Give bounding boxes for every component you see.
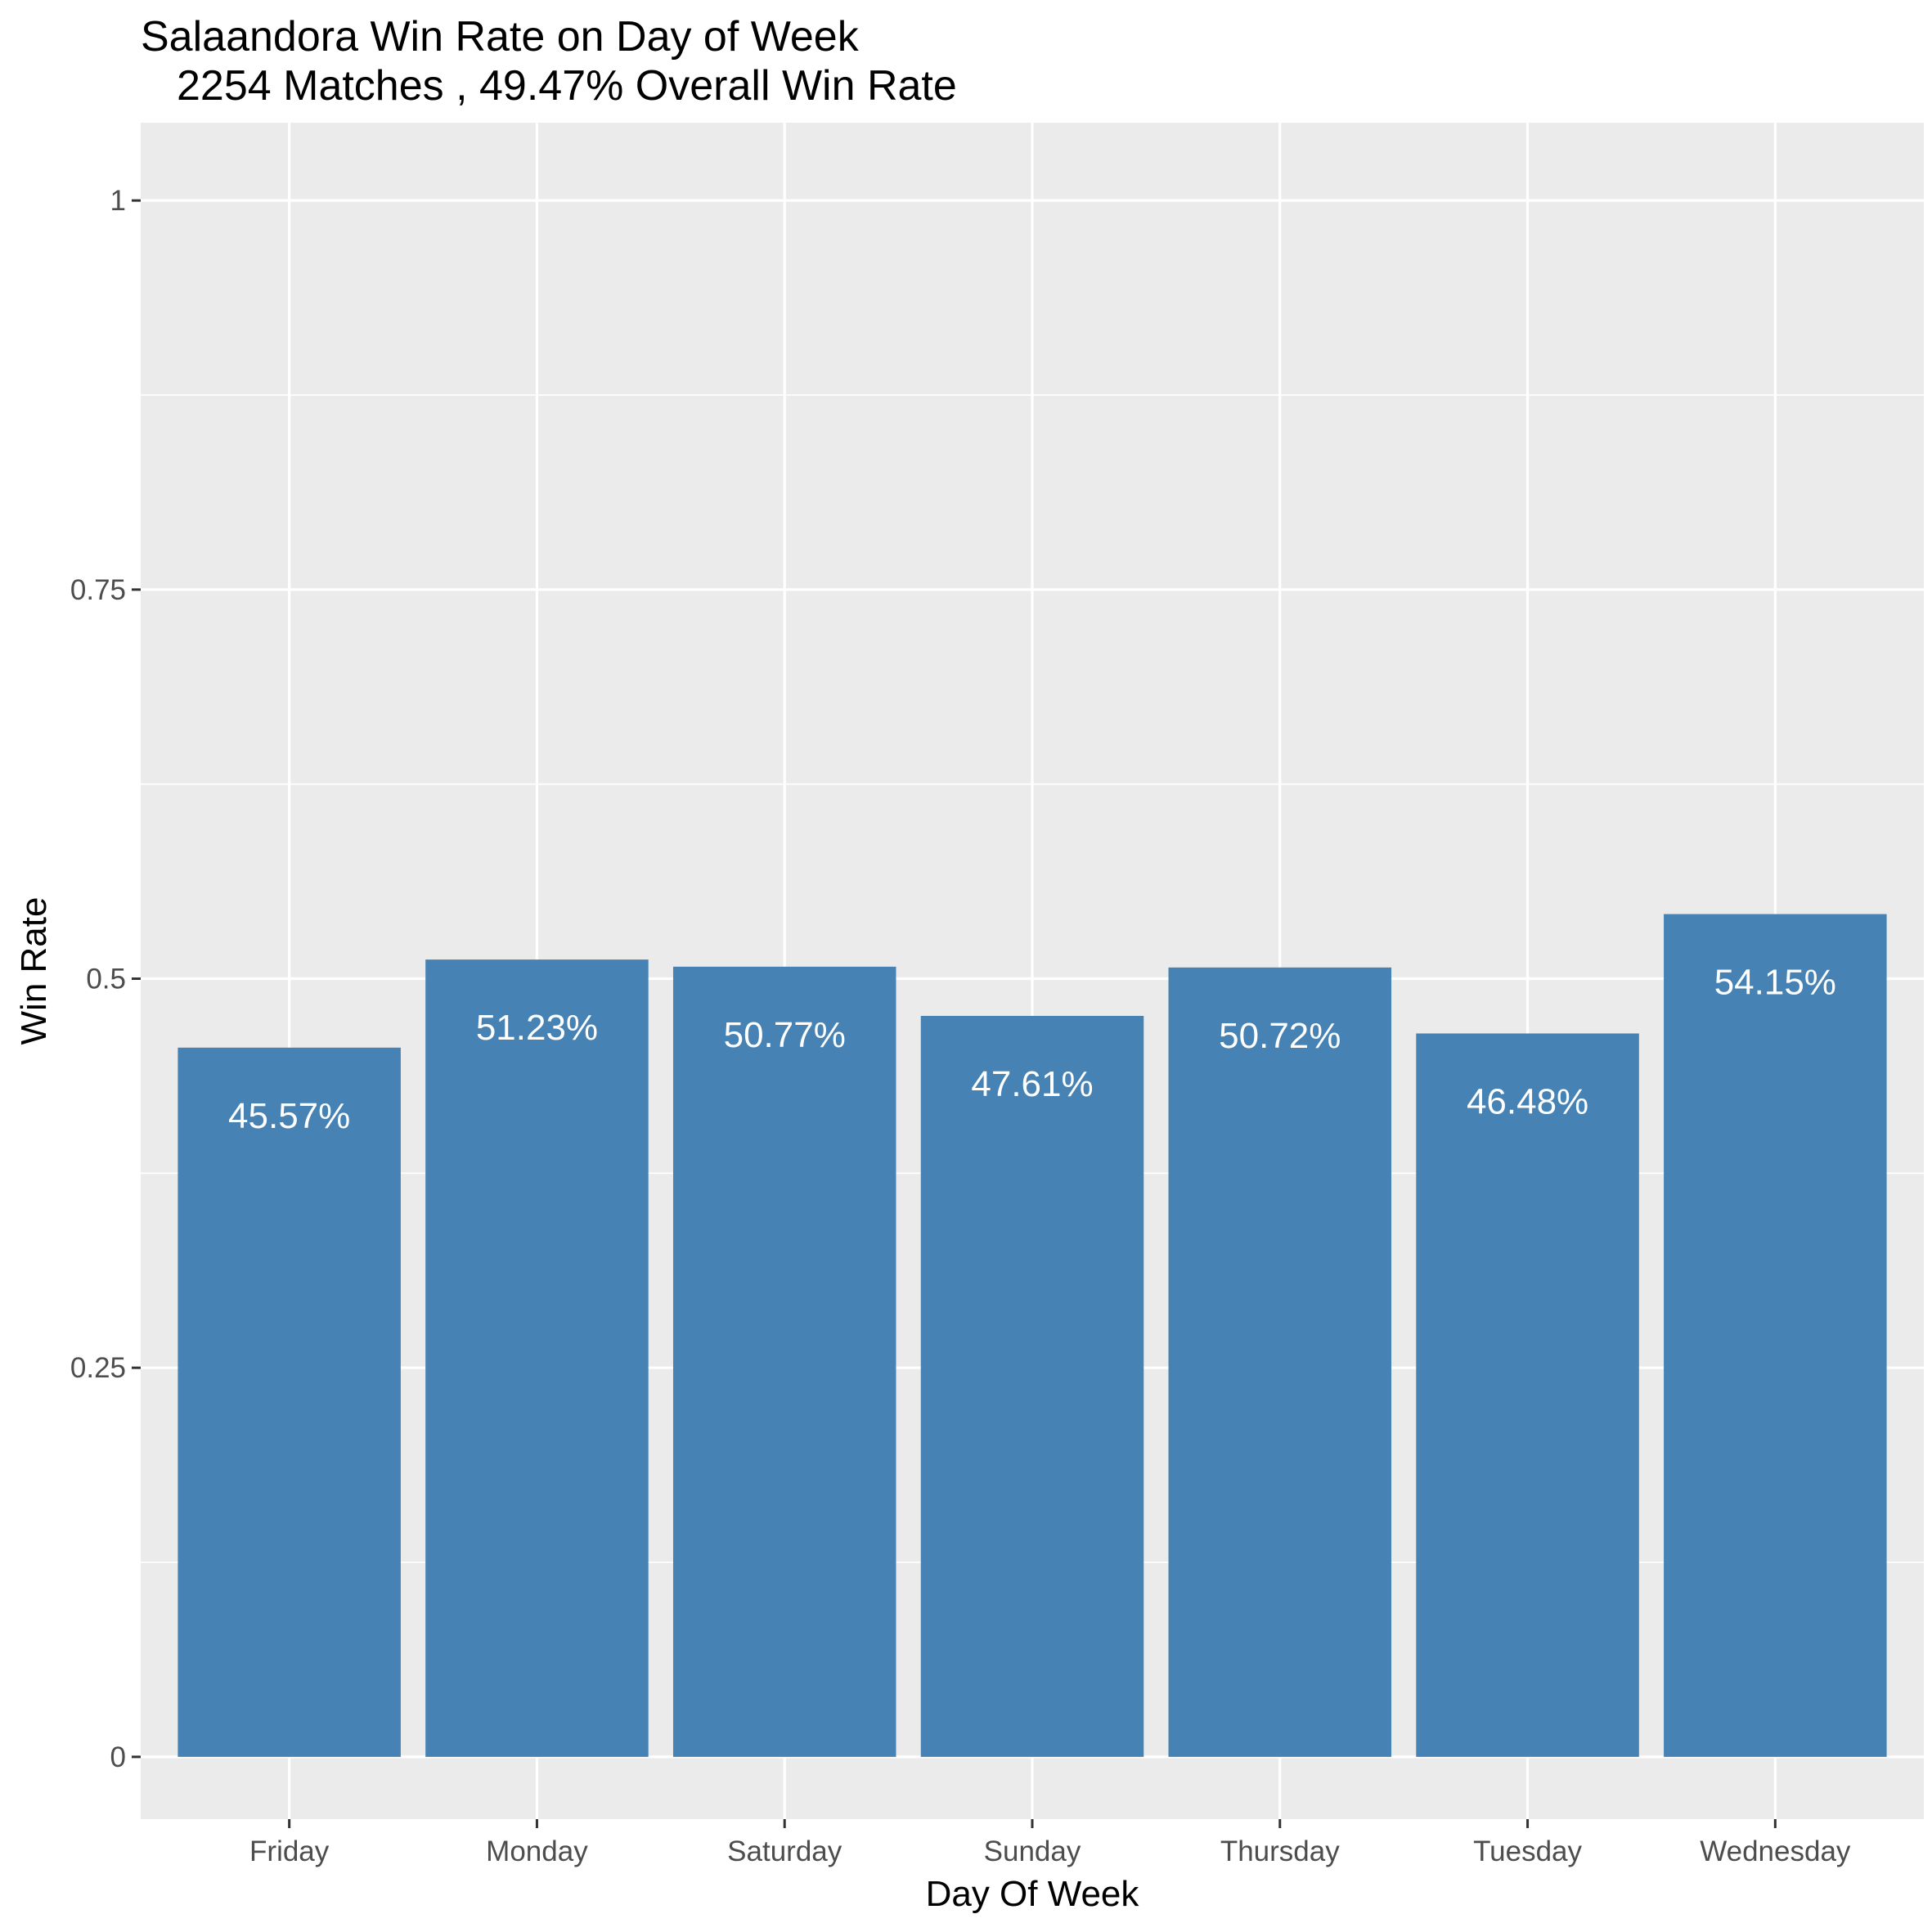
- bar-thursday: [1168, 967, 1392, 1757]
- bar-monday: [425, 959, 649, 1757]
- y-tick-label: 0.5: [86, 964, 126, 995]
- y-tick-label: 0.75: [70, 574, 126, 606]
- y-tick-label: 0: [110, 1741, 126, 1773]
- bar-label-monday: 51.23%: [476, 1008, 598, 1048]
- bar-saturday: [672, 966, 896, 1757]
- y-tick-label: 1: [110, 185, 126, 217]
- x-tick-label: Thursday: [1220, 1835, 1340, 1867]
- x-axis-title: Day Of Week: [926, 1874, 1140, 1914]
- y-axis: 0 0.25 0.5 0.75 1: [70, 185, 141, 1773]
- chart-title: Salaandora Win Rate on Day of Week: [141, 13, 860, 61]
- bar-label-friday: 45.57%: [228, 1096, 350, 1136]
- x-tick-label: Monday: [486, 1835, 588, 1867]
- x-axis: Friday Monday Saturday Sunday Thursday Tuesda…: [249, 1819, 1851, 1867]
- x-tick-label: Tuesday: [1473, 1835, 1582, 1867]
- y-tick-label: 0.25: [70, 1352, 126, 1384]
- bar-friday: [177, 1047, 401, 1757]
- x-tick-label: Sunday: [984, 1835, 1081, 1867]
- bar-label-saturday: 50.77%: [724, 1015, 846, 1055]
- x-tick-label: Friday: [249, 1835, 330, 1867]
- bar-label-sunday: 47.61%: [971, 1064, 1093, 1104]
- x-tick-label: Saturday: [727, 1835, 842, 1867]
- bars: [177, 914, 1887, 1757]
- bar-label-thursday: 50.72%: [1219, 1016, 1341, 1056]
- x-tick-label: Wednesday: [1700, 1835, 1851, 1867]
- bar-tuesday: [1416, 1033, 1639, 1757]
- bar-label-wednesday: 54.15%: [1714, 963, 1836, 1003]
- chart-subtitle: 2254 Matches , 49.47% Overall Win Rate: [177, 62, 957, 110]
- bar-sunday: [920, 1015, 1144, 1757]
- bar-label-tuesday: 46.48%: [1467, 1081, 1588, 1121]
- bar-wednesday: [1664, 914, 1887, 1757]
- bar-value-labels: 45.57% 51.23% 50.77% 47.61% 50.72% 46.48% 54.1…: [228, 963, 1836, 1136]
- y-axis-title: Win Rate: [14, 897, 54, 1045]
